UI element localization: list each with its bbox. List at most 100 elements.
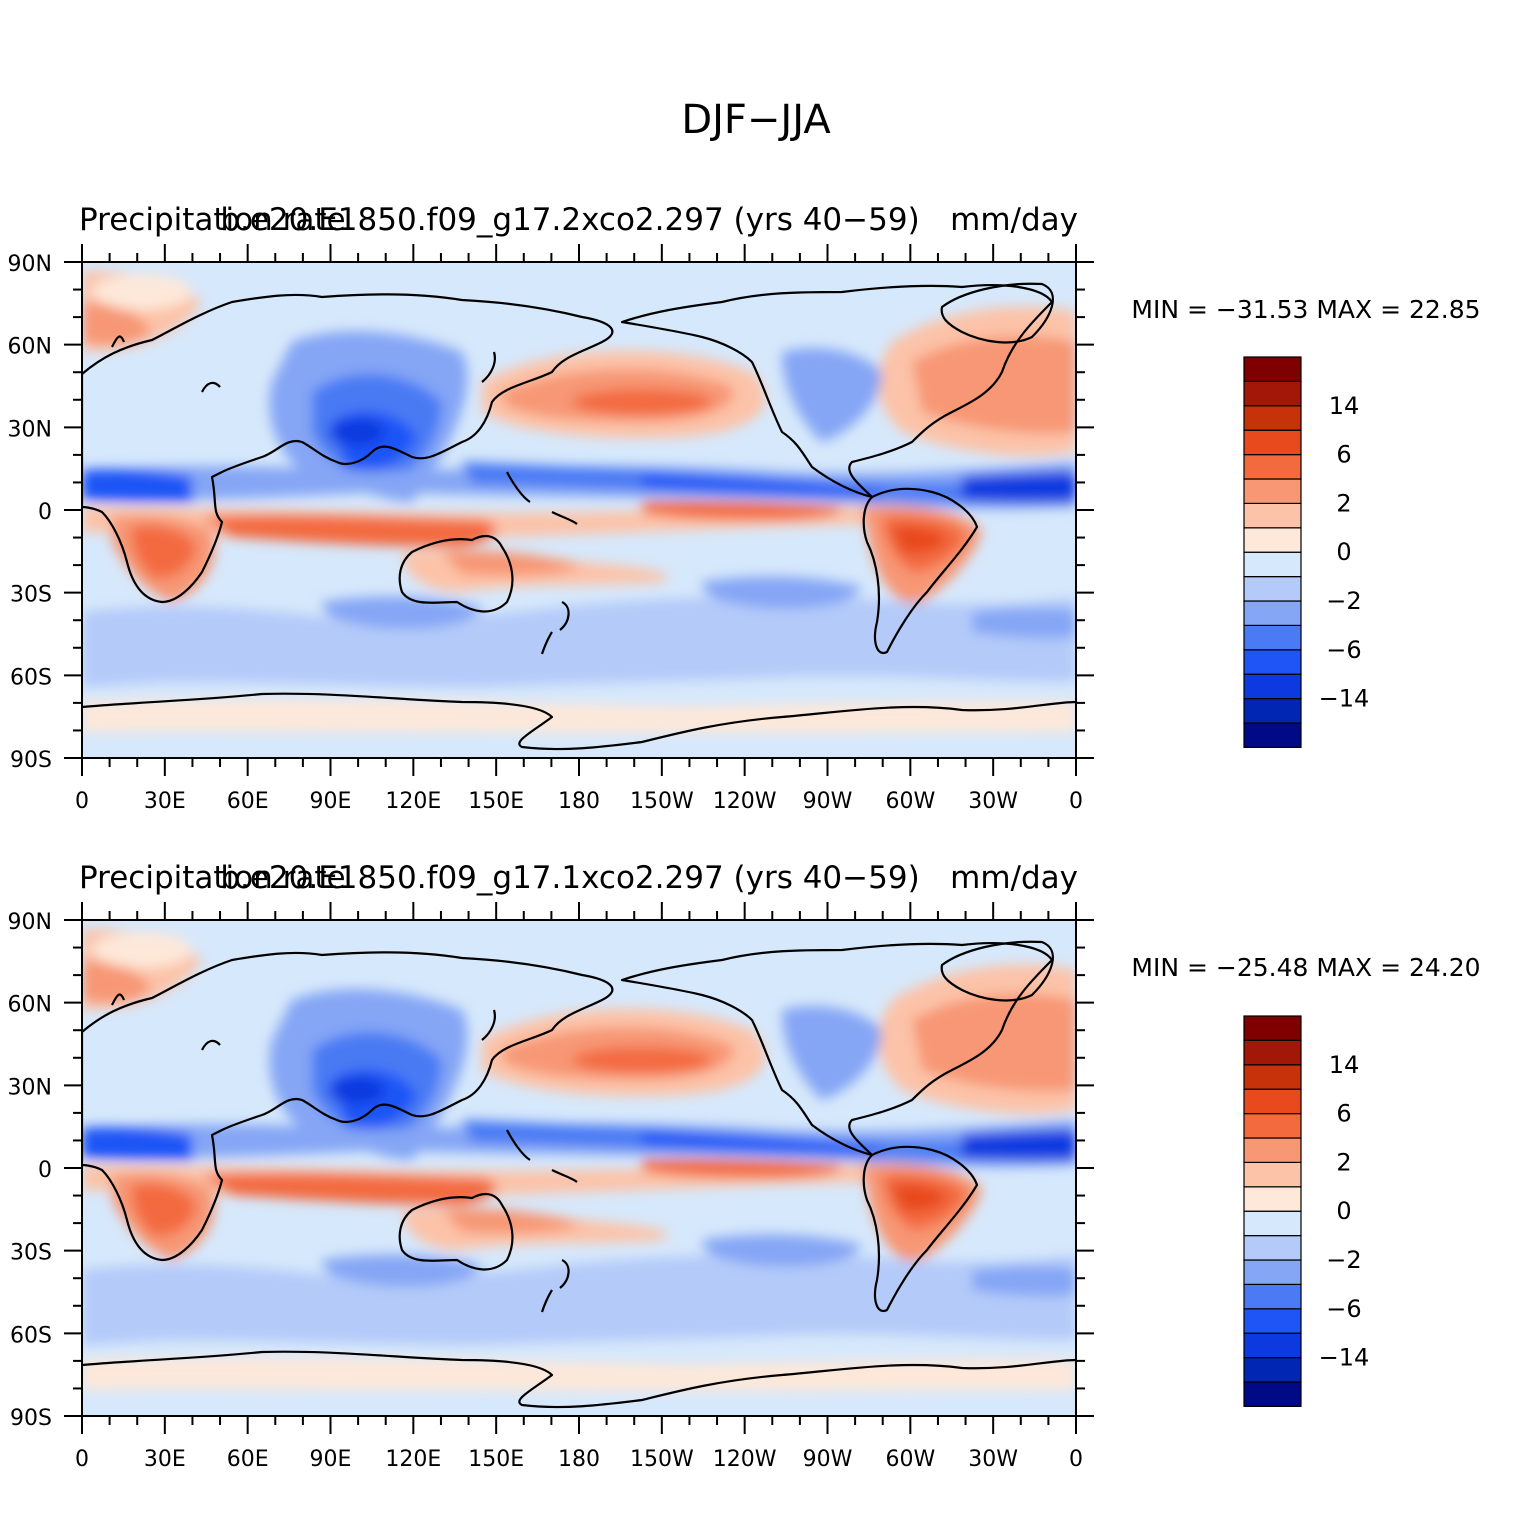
lon-tick-label: 120E bbox=[385, 789, 441, 814]
panel-2-colorbar: 14 6 2 0 −2 −6 −14 bbox=[1243, 1015, 1370, 1407]
colorbar-box bbox=[1243, 502, 1302, 529]
lon-tick-label: 60W bbox=[885, 1447, 935, 1472]
panel-1-lon-axis: 0 30E 60E 90E 120E 150E 180 150W 120W 90W 60W 30W 0 bbox=[75, 244, 1083, 814]
lon-tick-label: 120W bbox=[713, 1447, 777, 1472]
lat-tick-label: 60N bbox=[8, 993, 52, 1018]
colorbar-label: 14 bbox=[1329, 1051, 1360, 1079]
colorbar-box bbox=[1243, 1210, 1302, 1237]
lon-tick-label: 30E bbox=[144, 789, 186, 814]
panel-1: Precipitation rate b.e20.E1850.f09_g17.2… bbox=[8, 202, 1481, 814]
colorbar-box bbox=[1243, 478, 1302, 504]
lat-tick-label: 90S bbox=[10, 1406, 52, 1431]
panel-1-center-title: b.e20.E1850.f09_g17.2xco2.297 (yrs 40−59… bbox=[220, 202, 919, 238]
lon-tick-label: 180 bbox=[558, 1447, 600, 1472]
lat-tick-label: 0 bbox=[38, 1158, 52, 1183]
lon-tick-label: 120E bbox=[385, 1447, 441, 1472]
panel-2: Precipitation rate b.e20.E1850.f09_g17.1… bbox=[8, 860, 1481, 1472]
colorbar-box bbox=[1243, 722, 1302, 748]
colorbar-box bbox=[1243, 380, 1302, 407]
colorbar-box bbox=[1243, 1283, 1302, 1310]
lon-tick-label: 90W bbox=[803, 1447, 853, 1472]
panel-1-left-title: Precipitation rate bbox=[79, 202, 346, 238]
lat-tick-label: 30N bbox=[8, 417, 52, 442]
panel-2-lon-axis: 0 30E 60E 90E 120E 150E 180 150W 120W 90W 60W 30W 0 bbox=[75, 902, 1083, 1472]
colorbar-box bbox=[1243, 454, 1302, 480]
colorbar-label: 0 bbox=[1336, 538, 1351, 566]
colorbar-box bbox=[1243, 624, 1302, 651]
lon-tick-label: 0 bbox=[75, 1447, 89, 1472]
lat-tick-label: 90S bbox=[10, 748, 52, 773]
colorbar-box bbox=[1243, 1234, 1302, 1261]
lat-tick-label: 60N bbox=[8, 335, 52, 360]
colorbar-box bbox=[1243, 405, 1302, 431]
colorbar-box bbox=[1243, 1039, 1302, 1066]
lon-tick-label: 150E bbox=[468, 789, 524, 814]
panel-2-lat-axis: 90N 60N 30N 0 30S 60S 90S bbox=[8, 910, 1094, 1431]
panel-1-right-title: mm/day bbox=[950, 202, 1078, 238]
colorbar-box bbox=[1243, 551, 1302, 578]
colorbar-box bbox=[1243, 1015, 1302, 1041]
lon-tick-label: 60E bbox=[227, 789, 269, 814]
lon-tick-label: 150W bbox=[630, 1447, 694, 1472]
colorbar-box bbox=[1243, 527, 1302, 553]
colorbar-label: −14 bbox=[1319, 685, 1370, 713]
lon-tick-label: 120W bbox=[713, 789, 777, 814]
colorbar-label: −2 bbox=[1326, 587, 1361, 615]
panel-1-minmax: MIN = −31.53 MAX = 22.85 bbox=[1131, 295, 1480, 324]
lon-tick-label: 0 bbox=[1069, 789, 1083, 814]
colorbar-label: −14 bbox=[1319, 1344, 1370, 1372]
colorbar-label: −6 bbox=[1326, 636, 1361, 664]
colorbar-box bbox=[1243, 1186, 1302, 1212]
figure-title: DJF−JJA bbox=[681, 97, 831, 143]
colorbar-box bbox=[1243, 1259, 1302, 1285]
colorbar-label: 0 bbox=[1336, 1197, 1351, 1225]
lat-tick-label: 60S bbox=[10, 665, 52, 690]
lat-tick-label: 30S bbox=[10, 583, 52, 608]
lat-tick-label: 60S bbox=[10, 1323, 52, 1348]
colorbar-box bbox=[1243, 575, 1302, 602]
colorbar-box bbox=[1243, 1064, 1302, 1090]
colorbar-box bbox=[1243, 429, 1302, 456]
lat-tick-label: 0 bbox=[38, 500, 52, 525]
colorbar-box bbox=[1243, 673, 1302, 700]
lon-tick-label: 180 bbox=[558, 789, 600, 814]
lon-tick-label: 90W bbox=[803, 789, 853, 814]
colorbar-label: 14 bbox=[1329, 392, 1360, 420]
lon-tick-label: 30E bbox=[144, 1447, 186, 1472]
lat-tick-label: 30S bbox=[10, 1241, 52, 1266]
lon-tick-label: 90E bbox=[310, 789, 352, 814]
colorbar-label: 6 bbox=[1336, 441, 1351, 469]
colorbar-box bbox=[1243, 1161, 1302, 1188]
colorbar-box bbox=[1243, 1112, 1302, 1139]
colorbar-label: 2 bbox=[1336, 489, 1351, 517]
lat-tick-label: 90N bbox=[8, 252, 52, 277]
lon-tick-label: 30W bbox=[968, 789, 1018, 814]
colorbar-box bbox=[1243, 600, 1302, 626]
colorbar-label: −2 bbox=[1326, 1246, 1361, 1274]
colorbar-box bbox=[1243, 1308, 1302, 1334]
panel-2-center-title: b.e20.E1850.f09_g17.1xco2.297 (yrs 40−59… bbox=[220, 860, 919, 896]
lon-tick-label: 60W bbox=[885, 789, 935, 814]
colorbar-box bbox=[1243, 1381, 1302, 1407]
panel-1-colorbar: 14 6 2 0 −2 −6 −14 bbox=[1243, 356, 1370, 748]
panel-2-left-title: Precipitation rate bbox=[79, 860, 346, 896]
panel-1-lat-axis: 90N 60N 30N 0 30S 60S 90S bbox=[8, 252, 1094, 773]
lon-tick-label: 0 bbox=[75, 789, 89, 814]
colorbar-box bbox=[1243, 649, 1302, 675]
lon-tick-label: 30W bbox=[968, 1447, 1018, 1472]
colorbar-box bbox=[1243, 697, 1302, 724]
panel-1-map bbox=[82, 262, 1076, 758]
panel-2-right-title: mm/day bbox=[950, 860, 1078, 896]
colorbar-box bbox=[1243, 356, 1302, 382]
lon-tick-label: 60E bbox=[227, 1447, 269, 1472]
colorbar-label: 6 bbox=[1336, 1100, 1351, 1128]
lat-tick-label: 90N bbox=[8, 910, 52, 935]
colorbar-box bbox=[1243, 1332, 1302, 1359]
lon-tick-label: 150W bbox=[630, 789, 694, 814]
panel-2-map bbox=[82, 920, 1076, 1416]
lat-tick-label: 30N bbox=[8, 1075, 52, 1100]
lon-tick-label: 0 bbox=[1069, 1447, 1083, 1472]
colorbar-box bbox=[1243, 1088, 1302, 1115]
colorbar-box bbox=[1243, 1137, 1302, 1163]
